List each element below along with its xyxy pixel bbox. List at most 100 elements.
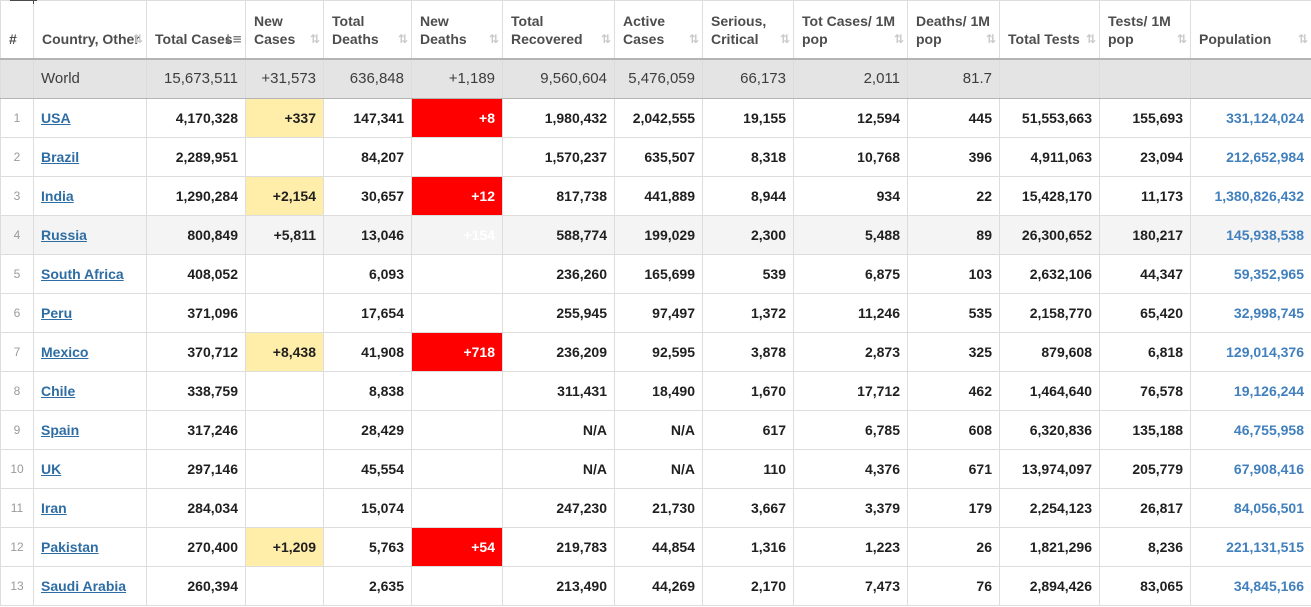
total-tests-cell: 2,632,106 <box>999 254 1100 294</box>
col-header-label: Tests/ 1M pop <box>1108 13 1171 48</box>
population-cell[interactable]: 129,014,376 <box>1190 332 1311 372</box>
deaths-1m-cell: 671 <box>907 449 1000 489</box>
tot-cases-1m-cell: 11,246 <box>793 293 908 333</box>
active-cases-cell: 97,497 <box>614 293 703 333</box>
country-cell: USA <box>33 98 147 138</box>
total-tests-cell: 51,553,663 <box>999 98 1100 138</box>
population-cell[interactable]: 59,352,965 <box>1190 254 1311 294</box>
total-recovered-cell: 817,738 <box>502 176 615 216</box>
country-link-chile[interactable]: Chile <box>41 383 76 399</box>
population-cell[interactable]: 145,938,538 <box>1190 215 1311 255</box>
total-cases-cell: 260,394 <box>146 566 246 606</box>
country-row-spain: 9 Spain 317,246 28,429 N/A N/A 617 6,785 608 6,32… <box>0 410 1311 450</box>
country-link-uk[interactable]: UK <box>41 461 62 477</box>
population-cell[interactable]: 34,845,166 <box>1190 566 1311 606</box>
total-recovered-cell: 236,260 <box>502 254 615 294</box>
col-header-tests-1m[interactable]: Tests/ 1M pop ⇅ <box>1099 0 1191 59</box>
total-recovered-cell: 1,570,237 <box>502 137 615 177</box>
population-cell[interactable]: 67,908,416 <box>1190 449 1311 489</box>
col-header-label: Deaths/ 1M pop <box>916 13 990 48</box>
total-recovered-cell: 255,945 <box>502 293 615 333</box>
new-cases-cell: +2,154 <box>245 176 324 216</box>
col-header-active-cases[interactable]: Active Cases ⇅ <box>614 0 703 59</box>
country-cell: India <box>33 176 147 216</box>
population-cell[interactable]: 84,056,501 <box>1190 488 1311 528</box>
country-link-saudi-arabia[interactable]: Saudi Arabia <box>41 578 127 594</box>
country-row-south-africa: 5 South Africa 408,052 6,093 236,260 165,699 5… <box>0 254 1311 294</box>
col-header-total-tests[interactable]: Total Tests ⇅ <box>999 0 1100 59</box>
total-tests-cell: 1,821,296 <box>999 527 1100 567</box>
tot-cases-1m-cell: 6,875 <box>793 254 908 294</box>
serious-critical-cell: 2,170 <box>702 566 794 606</box>
col-header-tot-cases-1m[interactable]: Tot Cases/ 1M pop ⇅ <box>793 0 908 59</box>
population-cell[interactable]: 331,124,024 <box>1190 98 1311 138</box>
deaths-1m-cell: 89 <box>907 215 1000 255</box>
rank-cell: 5 <box>0 254 34 294</box>
population-cell[interactable]: 212,652,984 <box>1190 137 1311 177</box>
country-row-brazil: 2 Brazil 2,289,951 84,207 1,570,237 635,507 8,… <box>0 137 1311 177</box>
country-cell: UK <box>33 449 147 489</box>
tests-1m-cell: 44,347 <box>1099 254 1191 294</box>
total-cases-cell: 370,712 <box>146 332 246 372</box>
new-deaths-cell <box>411 254 503 294</box>
country-link-usa[interactable]: USA <box>41 110 71 126</box>
active-cases-cell: 18,490 <box>614 371 703 411</box>
country-link-spain[interactable]: Spain <box>41 422 80 438</box>
col-header-population[interactable]: Population ⇅ <box>1190 0 1311 59</box>
col-header-label: Tot Cases/ 1M pop <box>802 13 896 48</box>
total-cases-cell: 317,246 <box>146 410 246 450</box>
rank-cell: 3 <box>0 176 34 216</box>
total-cases-cell: 4,170,328 <box>146 98 246 138</box>
col-header-country[interactable]: Country, Other ⇅ <box>33 0 147 59</box>
total-cases-cell: 371,096 <box>146 293 246 333</box>
col-header-total-deaths[interactable]: Total Deaths ⇅ <box>323 0 412 59</box>
world-label: World <box>33 57 147 99</box>
total-deaths-cell: 5,763 <box>323 527 412 567</box>
col-header-new-cases[interactable]: New Cases ⇅ <box>245 0 324 59</box>
sort-both-icon: ⇅ <box>397 31 408 46</box>
total-tests-cell: 4,911,063 <box>999 137 1100 177</box>
deaths-1m-cell: 535 <box>907 293 1000 333</box>
new-deaths-cell: +8 <box>411 98 503 138</box>
total-recovered-cell: 236,209 <box>502 332 615 372</box>
total-recovered-cell: 213,490 <box>502 566 615 606</box>
country-row-saudi-arabia: 13 Saudi Arabia 260,394 2,635 213,490 44,269 2… <box>0 566 1311 606</box>
total-deaths-cell: 17,654 <box>323 293 412 333</box>
population-cell[interactable]: 1,380,826,432 <box>1190 176 1311 216</box>
total-tests-cell: 13,974,097 <box>999 449 1100 489</box>
country-link-mexico[interactable]: Mexico <box>41 344 89 360</box>
active-cases-cell: 44,269 <box>614 566 703 606</box>
serious-critical-cell: 110 <box>702 449 794 489</box>
population-cell[interactable]: 46,755,958 <box>1190 410 1311 450</box>
col-header-label: Total Deaths <box>332 13 379 48</box>
country-link-brazil[interactable]: Brazil <box>41 149 80 165</box>
country-link-russia[interactable]: Russia <box>41 227 87 243</box>
country-link-south-africa[interactable]: South Africa <box>41 266 124 282</box>
col-header-rank[interactable]: # <box>0 0 34 59</box>
deaths-1m-cell: 179 <box>907 488 1000 528</box>
new-cases-cell <box>245 371 324 411</box>
col-header-total-cases[interactable]: Total Cases ↓≡ <box>146 0 246 59</box>
country-link-iran[interactable]: Iran <box>41 500 67 516</box>
total-recovered-cell: 247,230 <box>502 488 615 528</box>
col-header-label: Population <box>1199 31 1272 48</box>
population-cell[interactable]: 32,998,745 <box>1190 293 1311 333</box>
new-deaths-cell <box>411 488 503 528</box>
country-cell: Mexico <box>33 332 147 372</box>
population-cell[interactable]: 19,126,244 <box>1190 371 1311 411</box>
total-recovered-cell: 1,980,432 <box>502 98 615 138</box>
col-header-deaths-1m[interactable]: Deaths/ 1M pop ⇅ <box>907 0 1000 59</box>
population-cell[interactable]: 221,131,515 <box>1190 527 1311 567</box>
serious-critical-cell: 8,318 <box>702 137 794 177</box>
new-cases-cell <box>245 449 324 489</box>
col-header-new-deaths[interactable]: New Deaths ⇅ <box>411 0 503 59</box>
country-link-india[interactable]: India <box>41 188 74 204</box>
country-link-pakistan[interactable]: Pakistan <box>41 539 99 555</box>
col-header-total-recovered[interactable]: Total Recovered ⇅ <box>502 0 615 59</box>
country-link-peru[interactable]: Peru <box>41 305 73 321</box>
col-header-serious-critical[interactable]: Serious, Critical ⇅ <box>702 0 794 59</box>
col-header-label: Active Cases <box>623 13 666 48</box>
country-row-mexico: 7 Mexico 370,712 +8,438 41,908 +718 236,209 92,… <box>0 332 1311 372</box>
new-deaths-cell <box>411 410 503 450</box>
tests-1m-cell: 205,779 <box>1099 449 1191 489</box>
